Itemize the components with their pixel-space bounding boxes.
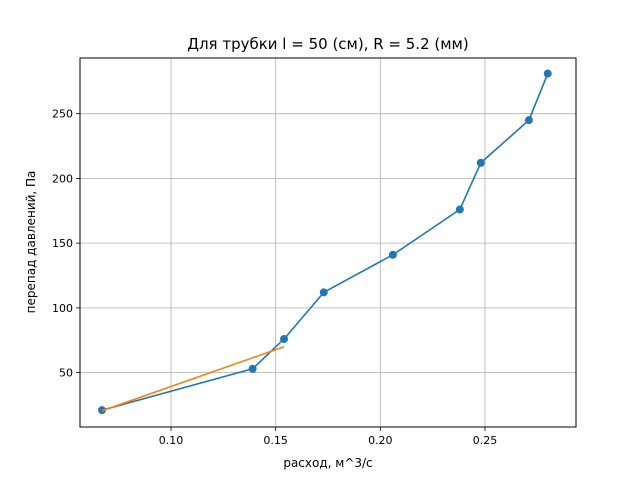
series-1-point <box>455 205 464 214</box>
y-tick-label: 50 <box>59 367 73 380</box>
series-1-point <box>543 69 552 78</box>
y-tick-label: 150 <box>52 237 73 250</box>
series-1-point <box>524 116 533 125</box>
series-1-point <box>388 250 397 259</box>
x-axis-label: расход, м^3/с <box>283 456 372 470</box>
grid-lines <box>80 58 576 427</box>
series-1-point <box>280 334 289 343</box>
chart-title: Для трубки l = 50 (см), R = 5.2 (мм) <box>187 35 468 53</box>
x-tick-label: 0.20 <box>368 434 393 447</box>
series-1-point <box>319 288 328 297</box>
y-tick-label: 200 <box>52 172 73 185</box>
plot-series <box>97 69 552 415</box>
y-axis-label: перепад давлений, Па <box>24 171 38 314</box>
y-tick-label: 100 <box>52 302 73 315</box>
x-tick-label: 0.25 <box>473 434 498 447</box>
y-tick-label: 250 <box>52 108 73 121</box>
series-1-point <box>248 364 257 373</box>
series-1-point <box>476 158 485 167</box>
series-2-line <box>101 345 285 412</box>
plot-frame <box>79 57 577 428</box>
x-tick-label: 0.15 <box>263 434 288 447</box>
axis-ticks: 0.10 0.15 0.20 0.25 50 100 150 200 250 <box>52 108 497 447</box>
x-tick-label: 0.10 <box>159 434 184 447</box>
